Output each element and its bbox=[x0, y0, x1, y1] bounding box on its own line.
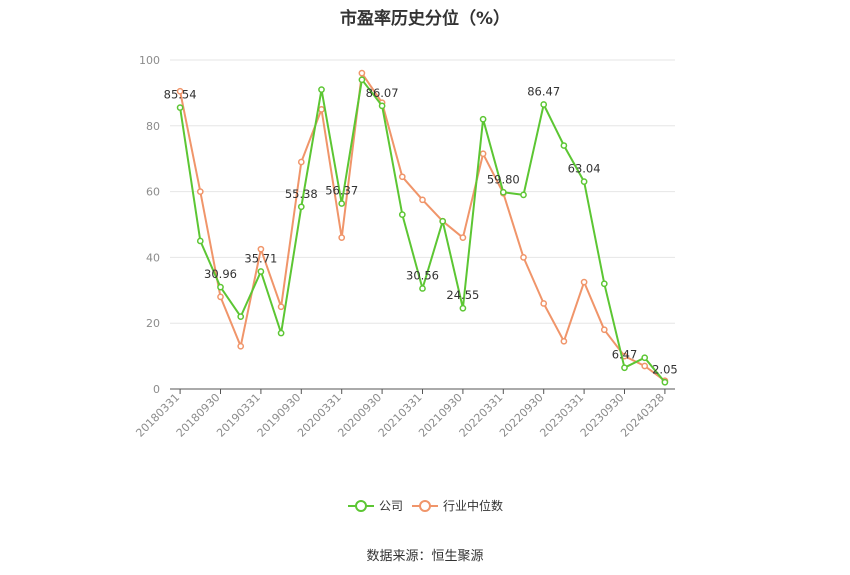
company-point bbox=[338, 200, 346, 207]
company-point bbox=[661, 378, 669, 386]
company-point bbox=[600, 280, 608, 288]
series-lines bbox=[176, 69, 669, 386]
legend-label: 行业中位数 bbox=[443, 498, 503, 513]
industry-point bbox=[318, 106, 325, 113]
data-label: 63.04 bbox=[568, 162, 601, 176]
company-point bbox=[459, 304, 467, 312]
company-point bbox=[196, 237, 204, 245]
industry-point bbox=[600, 326, 608, 334]
legend[interactable]: 公司 行业中位数 bbox=[348, 498, 503, 513]
legend-swatch-marker bbox=[355, 500, 367, 512]
x-tick-label: 20240328 bbox=[618, 391, 667, 440]
industry-point bbox=[560, 337, 568, 345]
y-tick-label: 60 bbox=[146, 186, 160, 199]
company-point bbox=[540, 101, 548, 108]
data-label: 59.80 bbox=[487, 172, 520, 186]
data-label: 24.55 bbox=[446, 288, 479, 302]
data-label: 2.05 bbox=[652, 362, 678, 376]
company-point bbox=[176, 104, 184, 111]
company-point bbox=[560, 142, 568, 149]
company-point bbox=[257, 268, 265, 275]
industry-point bbox=[641, 362, 649, 370]
company-point bbox=[297, 203, 305, 211]
source-note: 数据来源：恒生聚源 bbox=[366, 549, 484, 564]
y-tick-label: 100 bbox=[139, 54, 160, 67]
company-point bbox=[217, 283, 224, 291]
industry-point bbox=[358, 69, 366, 77]
data-label: 85.54 bbox=[164, 88, 197, 102]
data-labels: 85.54 30.96 35.71 55.38 56.37 86.07 30.56 24.55… bbox=[164, 85, 678, 377]
industry-point bbox=[257, 245, 265, 253]
company-point bbox=[277, 329, 285, 337]
industry-point bbox=[338, 234, 346, 242]
company-point bbox=[621, 364, 628, 372]
company-point bbox=[499, 188, 507, 196]
data-label: 86.07 bbox=[366, 86, 399, 100]
company-point bbox=[358, 76, 366, 84]
data-label: 86.47 bbox=[527, 85, 560, 99]
data-label: 35.71 bbox=[244, 252, 277, 266]
industry-point bbox=[520, 254, 527, 261]
industry-point bbox=[196, 188, 204, 195]
industry-point bbox=[297, 158, 305, 166]
legend-label: 公司 bbox=[379, 499, 403, 513]
company-point bbox=[318, 86, 325, 93]
company-point bbox=[237, 313, 245, 320]
industry-point bbox=[237, 342, 245, 350]
industry-point bbox=[540, 300, 548, 307]
industry-point bbox=[398, 173, 406, 181]
industry-point bbox=[176, 87, 184, 95]
legend-item-industry[interactable]: 行业中位数 bbox=[412, 498, 503, 513]
company-point bbox=[641, 354, 649, 362]
chart-title: 市盈率历史分位（%） bbox=[339, 9, 511, 29]
grid-lines bbox=[170, 59, 675, 324]
industry-point bbox=[419, 196, 426, 204]
y-tick-label: 20 bbox=[146, 317, 160, 330]
y-tick-label: 80 bbox=[146, 120, 160, 133]
industry-point bbox=[217, 293, 224, 301]
axes: 0204060801002018033120180930201903312019… bbox=[133, 54, 675, 440]
industry-point bbox=[277, 303, 285, 311]
company-point bbox=[398, 211, 406, 218]
data-label: 56.37 bbox=[325, 184, 358, 198]
data-label: 30.56 bbox=[406, 268, 439, 282]
data-label: 30.96 bbox=[204, 267, 237, 281]
data-label: 6.47 bbox=[612, 348, 638, 362]
industry-point bbox=[459, 234, 467, 242]
company-point bbox=[378, 102, 386, 110]
industry-point bbox=[580, 278, 588, 286]
y-tick-label: 40 bbox=[146, 251, 160, 264]
company-point bbox=[580, 178, 588, 185]
company-point bbox=[419, 285, 426, 292]
legend-swatch-marker bbox=[419, 500, 431, 512]
company-point bbox=[520, 191, 527, 199]
company-point bbox=[479, 115, 487, 123]
data-label: 55.38 bbox=[285, 187, 318, 201]
industry-point bbox=[479, 150, 487, 158]
company-line bbox=[179, 78, 666, 383]
legend-item-company[interactable]: 公司 bbox=[348, 499, 403, 513]
y-tick-label: 0 bbox=[153, 383, 160, 396]
company-point bbox=[439, 217, 447, 225]
